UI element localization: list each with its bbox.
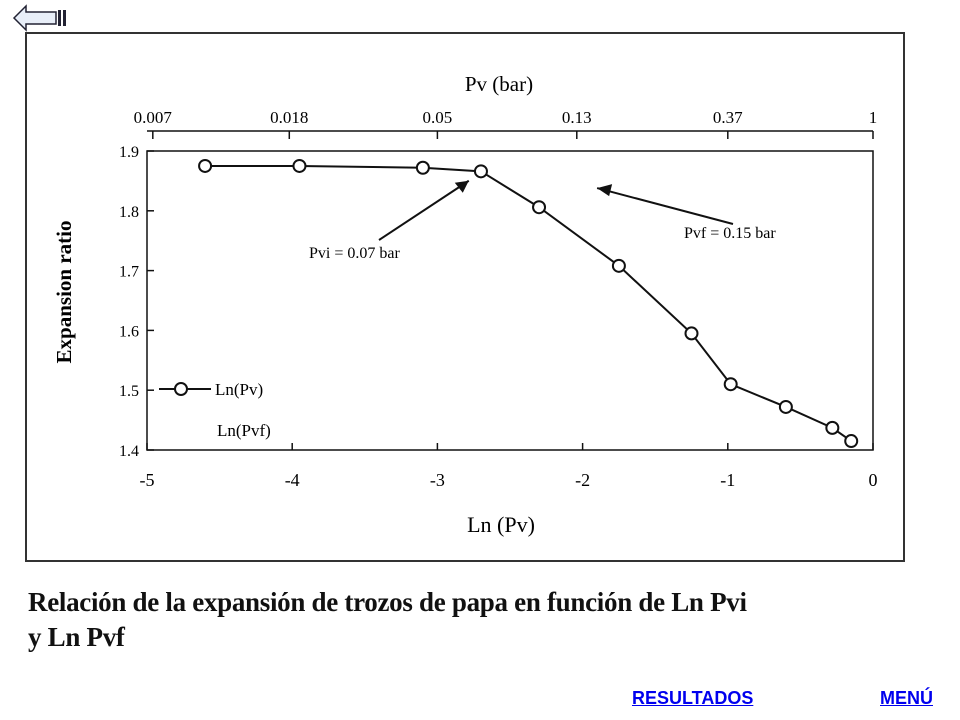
data-point: [825, 420, 840, 435]
data-point: [473, 164, 488, 179]
data-point: [611, 258, 626, 273]
data-point: [723, 377, 738, 392]
top-tick-label: 0.018: [270, 108, 308, 127]
y-tick-label: 1.4: [119, 443, 139, 460]
annotation-pvf: Pvf = 0.15 bar: [684, 225, 776, 242]
x-tick-label: -3: [430, 470, 445, 490]
x-tick-label: 0: [869, 470, 878, 490]
y-tick-label: 1.6: [119, 323, 139, 340]
data-point: [778, 399, 793, 414]
y-tick-label: 1.7: [119, 264, 139, 281]
data-point: [844, 434, 859, 449]
x-tick-label: -4: [285, 470, 300, 490]
y-tick-label: 1.8: [119, 204, 139, 221]
x-tick-label: -5: [140, 470, 155, 490]
top-tick-label: 1: [869, 108, 878, 127]
figure-caption: Relación de la expansión de trozos de pa…: [28, 585, 928, 654]
data-point: [532, 200, 547, 215]
resultados-link[interactable]: RESULTADOS: [632, 688, 754, 708]
legend: Ln(Pv) Ln(Pvf): [159, 380, 271, 440]
series-line: [205, 164, 852, 442]
back-arrow-icon[interactable]: [12, 4, 70, 32]
top-axis-label: Pv (bar): [465, 72, 533, 96]
top-tick-label: 0.13: [562, 108, 592, 127]
menu-link[interactable]: MENÚ: [880, 688, 933, 708]
caption-line-2: y Ln Pvf: [28, 621, 125, 652]
data-point: [198, 158, 213, 173]
annotation-pvf-arrowhead: [597, 184, 613, 197]
legend-label-pvf: Ln(Pvf): [217, 421, 271, 440]
x-tick-label: -2: [575, 470, 590, 490]
y-tick-label: 1.9: [119, 144, 139, 161]
annotation-pvi-arrow: [378, 179, 470, 241]
top-tick-label: 0.05: [423, 108, 453, 127]
expansion-chart: Pv (bar) Expansion ratio Ln (Pv) 1.4 1.5 1…: [52, 72, 878, 537]
legend-marker: [174, 382, 188, 396]
annotation-pvi: Pvi = 0.07 bar: [309, 245, 400, 262]
top-tick-label: 0.007: [134, 108, 173, 127]
top-tick-label: 0.37: [713, 108, 743, 127]
annotation-pvi-arrowhead: [454, 180, 469, 193]
annotation-pvf-arrow: [596, 187, 734, 225]
legend-label-pv: Ln(Pv): [215, 380, 263, 399]
data-point: [684, 326, 699, 341]
x-tick-label: -1: [720, 470, 735, 490]
plot-area-border: [146, 150, 874, 451]
y-axis-label: Expansion ratio: [52, 221, 76, 364]
chart-figure: Pv (bar) Expansion ratio Ln (Pv) 1.4 1.5 1…: [25, 32, 905, 562]
y-tick-label: 1.5: [119, 383, 139, 400]
x-axis-label: Ln (Pv): [467, 512, 535, 537]
data-point: [415, 160, 430, 175]
data-point: [292, 158, 307, 173]
caption-line-1: Relación de la expansión de trozos de pa…: [28, 587, 747, 617]
